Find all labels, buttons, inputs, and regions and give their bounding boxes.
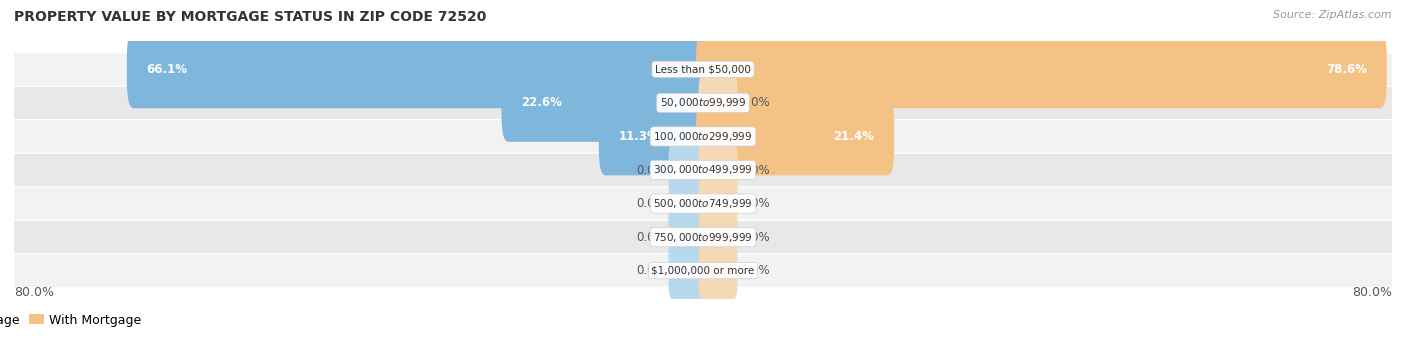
Text: $100,000 to $299,999: $100,000 to $299,999 [654, 130, 752, 143]
Text: 22.6%: 22.6% [522, 96, 562, 109]
FancyBboxPatch shape [696, 98, 894, 175]
FancyBboxPatch shape [599, 98, 710, 175]
FancyBboxPatch shape [14, 187, 1392, 220]
Text: 0.0%: 0.0% [740, 231, 769, 244]
FancyBboxPatch shape [699, 175, 738, 233]
FancyBboxPatch shape [669, 242, 707, 300]
Text: 0.0%: 0.0% [740, 96, 769, 109]
FancyBboxPatch shape [699, 141, 738, 199]
Legend: Without Mortgage, With Mortgage: Without Mortgage, With Mortgage [0, 313, 142, 326]
FancyBboxPatch shape [669, 208, 707, 266]
Text: 78.6%: 78.6% [1326, 63, 1367, 76]
Text: 0.0%: 0.0% [740, 164, 769, 176]
Text: $50,000 to $99,999: $50,000 to $99,999 [659, 96, 747, 109]
Text: $1,000,000 or more: $1,000,000 or more [651, 266, 755, 276]
FancyBboxPatch shape [669, 175, 707, 233]
Text: 0.0%: 0.0% [637, 264, 666, 277]
Text: 0.0%: 0.0% [637, 231, 666, 244]
Text: 0.0%: 0.0% [740, 197, 769, 210]
FancyBboxPatch shape [14, 87, 1392, 119]
Text: 0.0%: 0.0% [740, 264, 769, 277]
Text: PROPERTY VALUE BY MORTGAGE STATUS IN ZIP CODE 72520: PROPERTY VALUE BY MORTGAGE STATUS IN ZIP… [14, 10, 486, 24]
Text: Source: ZipAtlas.com: Source: ZipAtlas.com [1274, 10, 1392, 20]
FancyBboxPatch shape [14, 120, 1392, 153]
FancyBboxPatch shape [696, 30, 1386, 108]
Text: 66.1%: 66.1% [146, 63, 187, 76]
FancyBboxPatch shape [699, 208, 738, 266]
Text: Less than $50,000: Less than $50,000 [655, 64, 751, 74]
FancyBboxPatch shape [669, 141, 707, 199]
Text: $750,000 to $999,999: $750,000 to $999,999 [654, 231, 752, 244]
FancyBboxPatch shape [14, 221, 1392, 253]
Text: 80.0%: 80.0% [1353, 286, 1392, 299]
FancyBboxPatch shape [14, 53, 1392, 85]
Text: $300,000 to $499,999: $300,000 to $499,999 [654, 164, 752, 176]
Text: 80.0%: 80.0% [14, 286, 53, 299]
Text: 0.0%: 0.0% [637, 164, 666, 176]
Text: 0.0%: 0.0% [637, 197, 666, 210]
FancyBboxPatch shape [502, 64, 710, 142]
Text: 21.4%: 21.4% [834, 130, 875, 143]
FancyBboxPatch shape [127, 30, 710, 108]
Text: 11.3%: 11.3% [619, 130, 659, 143]
FancyBboxPatch shape [14, 255, 1392, 287]
FancyBboxPatch shape [14, 154, 1392, 186]
FancyBboxPatch shape [699, 74, 738, 132]
FancyBboxPatch shape [699, 242, 738, 300]
Text: $500,000 to $749,999: $500,000 to $749,999 [654, 197, 752, 210]
